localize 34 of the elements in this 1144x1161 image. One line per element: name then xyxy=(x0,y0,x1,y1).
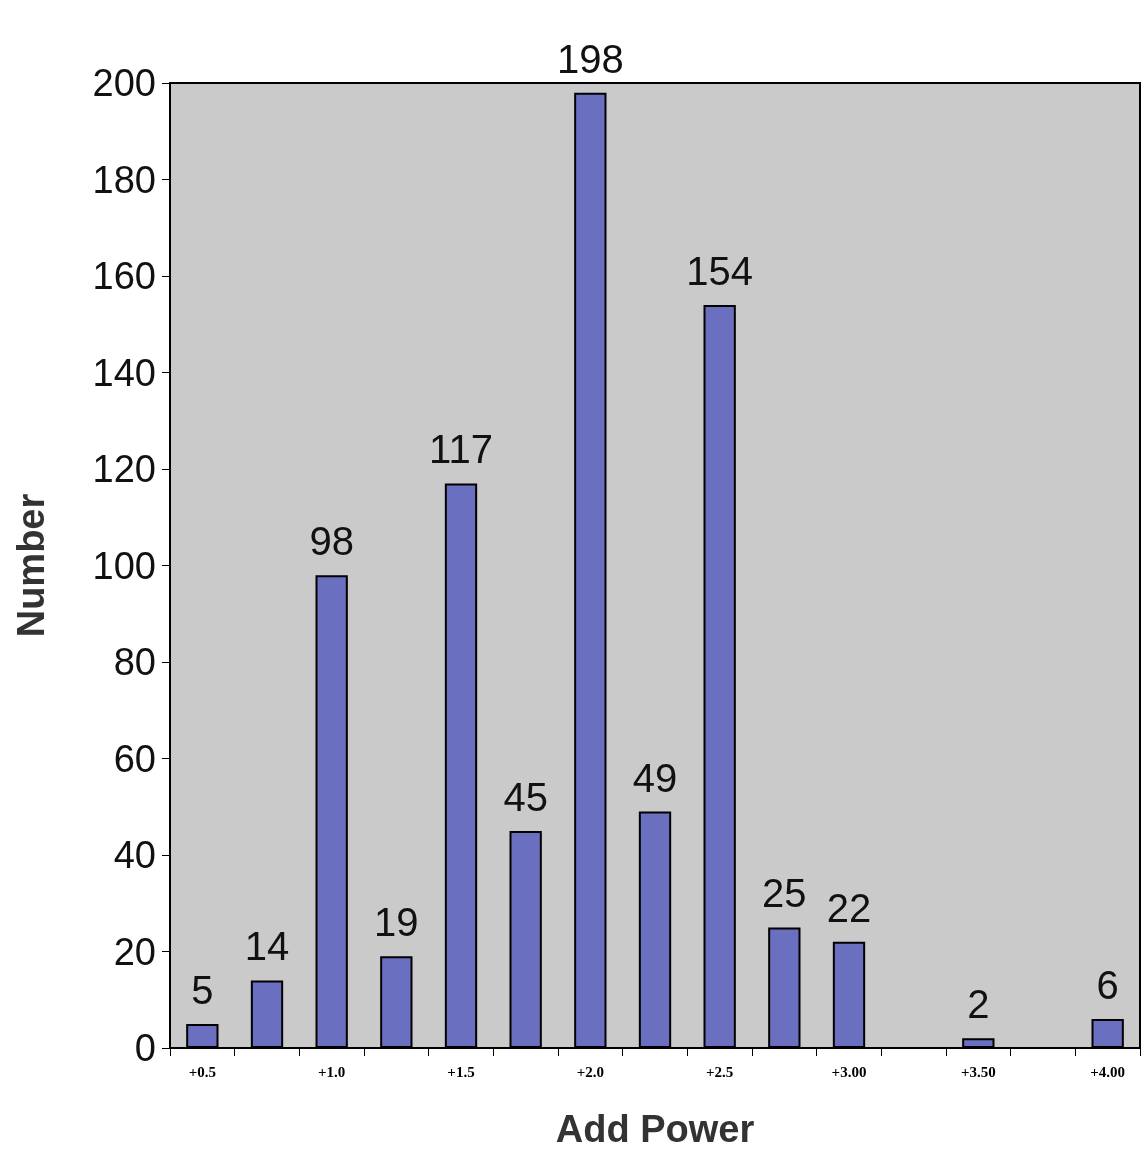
data-label: 154 xyxy=(686,248,754,293)
x-tick-label: +3.00 xyxy=(831,1063,867,1080)
y-tick-label: 40 xyxy=(113,834,156,876)
x-tick-label: +1.0 xyxy=(318,1063,346,1080)
x-axis-title: Add Power xyxy=(555,1108,755,1150)
data-label: 25 xyxy=(762,871,807,916)
y-tick-label: 100 xyxy=(92,544,156,587)
data-label: 2 xyxy=(967,982,990,1027)
x-tick-label: +2.0 xyxy=(576,1063,604,1080)
y-tick-label: 80 xyxy=(113,641,156,683)
y-tick-label: 180 xyxy=(92,158,156,201)
data-label: 49 xyxy=(632,755,678,800)
data-label: 14 xyxy=(244,924,290,969)
data-label: 19 xyxy=(374,900,419,945)
x-tick-label: +3.50 xyxy=(960,1063,996,1080)
y-tick-label: 60 xyxy=(113,737,156,780)
data-label: 98 xyxy=(309,519,354,564)
y-tick-label: 120 xyxy=(92,448,156,490)
y-axis-title: Number xyxy=(10,493,52,638)
y-tick-label: 160 xyxy=(92,255,156,297)
x-tick-label: +1.5 xyxy=(447,1063,475,1080)
x-tick-label: +2.5 xyxy=(706,1063,734,1080)
data-label: 198 xyxy=(556,36,624,81)
x-tick-label: +4.00 xyxy=(1090,1063,1126,1080)
y-tick-label: 200 xyxy=(92,62,156,104)
x-tick-label: +0.5 xyxy=(188,1063,216,1080)
data-label: 22 xyxy=(826,885,872,930)
data-label: 117 xyxy=(429,427,493,472)
data-label: 6 xyxy=(1096,963,1119,1008)
data-label: 5 xyxy=(191,967,214,1012)
y-tick-label: 140 xyxy=(92,351,156,394)
data-label: 45 xyxy=(503,774,548,819)
y-tick-label: 0 xyxy=(134,1027,156,1069)
y-tick-label: 20 xyxy=(113,930,156,973)
